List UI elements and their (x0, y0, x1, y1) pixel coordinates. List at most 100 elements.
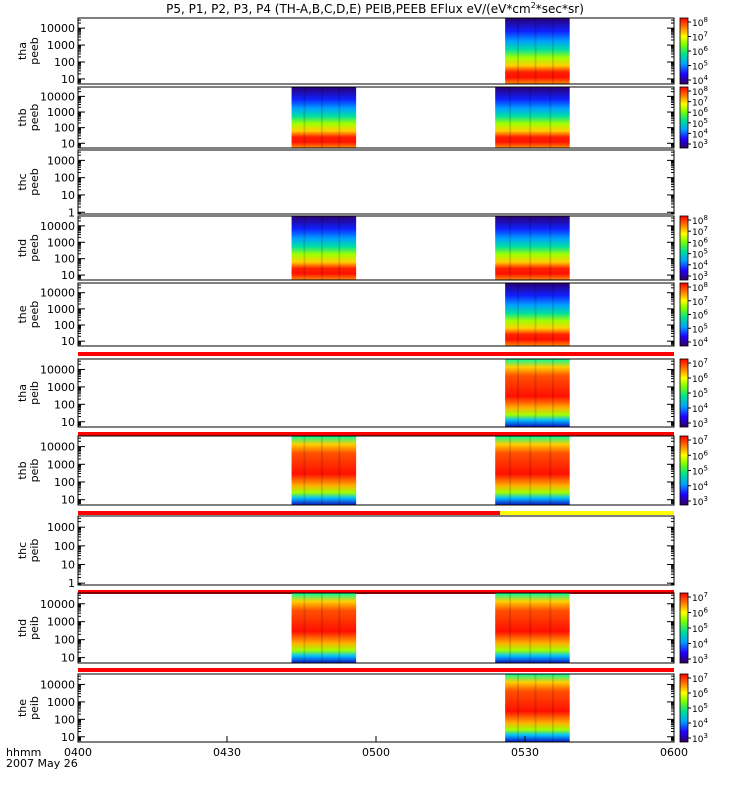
colorbar-base: 10 (692, 641, 704, 651)
colorbar-exponent: 4 (703, 638, 708, 646)
data-block-0 (291, 436, 357, 505)
colorbar-exponent: 4 (703, 336, 708, 344)
data-block-1 (495, 436, 570, 505)
colorbar-base: 10 (692, 452, 704, 462)
colorbar-base: 10 (692, 594, 704, 604)
panel-frame (77, 673, 675, 743)
colorbar-exponent: 7 (703, 357, 707, 365)
panel-frame (77, 592, 675, 664)
colorbar-base: 10 (692, 251, 704, 261)
colorbar-base: 10 (692, 437, 704, 447)
colorbar-exponent: 3 (703, 732, 707, 740)
colorbar-label: 106 (692, 687, 708, 700)
colorbar-label: 104 (692, 402, 708, 415)
ytick-label: 100 (54, 253, 75, 266)
ylabel-line1: thb (16, 108, 29, 126)
ylabel-line2: peeb (28, 168, 41, 196)
ytick-label: 1000 (47, 458, 75, 471)
colorbar-base: 10 (692, 390, 704, 400)
colorbar-label: 107 (692, 357, 708, 370)
colorbar-exponent: 6 (703, 309, 708, 317)
colorbar-label: 104 (692, 74, 708, 87)
colorbar-exponent: 5 (703, 702, 707, 710)
xtick-label: 0400 (64, 746, 92, 759)
colorbar-base: 10 (692, 675, 704, 685)
colorbar-label: 107 (692, 591, 708, 604)
ytick-label: 10000 (40, 678, 75, 691)
colorbar-label: 107 (692, 96, 708, 109)
colorbar-base: 10 (692, 262, 704, 272)
colorbar-label: 106 (692, 372, 708, 385)
colorbar-base: 10 (692, 109, 704, 119)
ytick-label: 10 (61, 494, 75, 507)
ytick-label: 100 (54, 172, 75, 185)
colorbar-exponent: 8 (703, 85, 707, 93)
title-end: *sec*sr) (536, 2, 584, 16)
colorbar-label: 106 (692, 236, 708, 249)
colorbar-label: 105 (692, 322, 708, 335)
colorbar-label: 108 (692, 16, 708, 29)
ytick-label: 10000 (40, 441, 75, 454)
colorbar-base: 10 (692, 420, 704, 430)
ylabel: thepeeb (16, 301, 41, 329)
ytick-label: 1000 (47, 521, 75, 534)
ytick-label: 100 (54, 398, 75, 411)
ylabel-line1: thb (16, 461, 29, 479)
colorbar (679, 435, 689, 506)
xtick-label: 0530 (511, 746, 539, 759)
ylabel-line2: peeb (28, 301, 41, 329)
data-block-0 (505, 359, 570, 427)
xaxis-label: hhmm (6, 746, 41, 759)
ytick-label: 1 (68, 577, 75, 590)
ylabel: thdpeib (16, 616, 41, 640)
colorbar-label: 106 (692, 45, 708, 58)
colorbar-label: 107 (692, 31, 708, 44)
panels-group: 10000100010010thapeeb1081071061051041000… (16, 16, 708, 745)
status-bar-red (78, 352, 674, 356)
colorbar-exponent: 3 (703, 138, 707, 146)
colorbar-label: 104 (692, 717, 708, 730)
ylabel-line1: tha (16, 384, 29, 402)
ylabel: thdpeeb (16, 234, 41, 262)
colorbar-exponent: 4 (703, 74, 708, 82)
colorbar-label: 105 (692, 387, 708, 400)
panel-frame (77, 515, 675, 586)
colorbar-base: 10 (692, 705, 704, 715)
ytick-label: 1000 (47, 39, 75, 52)
ytick-label: 10 (61, 652, 75, 665)
colorbar-exponent: 5 (703, 60, 707, 68)
colorbar-exponent: 7 (703, 591, 707, 599)
colorbar-exponent: 7 (703, 225, 707, 233)
panel-frame (77, 215, 675, 281)
colorbar-base: 10 (692, 19, 704, 29)
colorbar-label: 105 (692, 702, 708, 715)
colorbar-label: 105 (692, 60, 708, 73)
colorbar (679, 282, 689, 347)
ylabel-line2: peib (28, 616, 41, 640)
ylabel-line2: peib (28, 459, 41, 483)
ylabel-line1: thc (16, 542, 29, 559)
ytick-label: 10 (61, 269, 75, 282)
colorbar-base: 10 (692, 130, 704, 140)
panel-frame (77, 17, 675, 85)
colorbar-exponent: 5 (703, 322, 707, 330)
colorbar-exponent: 4 (703, 402, 708, 410)
colorbar-base: 10 (692, 312, 704, 322)
colorbar-label: 106 (692, 449, 708, 462)
ylabel-line1: the (16, 699, 29, 717)
colorbar-base: 10 (692, 735, 704, 745)
status-bar-yellow (500, 511, 674, 515)
ytick-label: 1000 (47, 616, 75, 629)
colorbar-base: 10 (692, 284, 704, 294)
colorbar-label: 107 (692, 672, 708, 685)
ylabel-line1: thc (16, 173, 29, 190)
colorbar-base: 10 (692, 656, 704, 666)
data-block-1 (495, 593, 570, 663)
colorbar-exponent: 7 (703, 295, 707, 303)
ylabel-line1: thd (16, 239, 29, 257)
figure-title: P5, P1, P2, P3, P4 (TH-A,B,C,D,E) PEIB,P… (166, 1, 584, 16)
colorbar-base: 10 (692, 239, 704, 249)
